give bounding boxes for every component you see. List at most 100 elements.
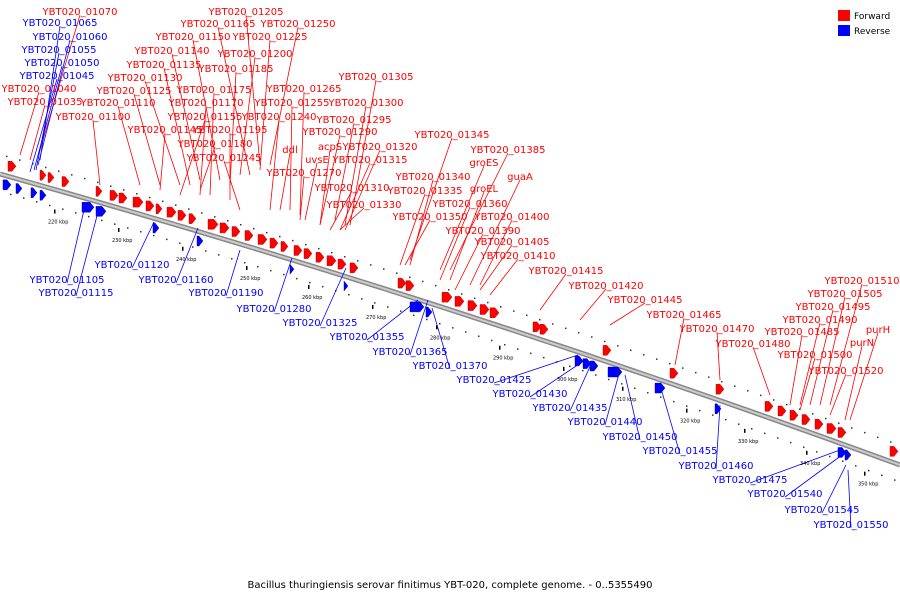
tick-mark (372, 304, 374, 309)
forward-gene-label: YBT020_01410 (480, 251, 556, 262)
tick-dot (634, 387, 636, 390)
tick-label: 300 kbp (557, 377, 577, 383)
reverse-gene (714, 403, 722, 415)
forward-gene (293, 245, 303, 256)
tick-dot (331, 251, 333, 254)
reverse-gene-label: YBT020_01055 (21, 45, 97, 56)
label-connector (299, 91, 305, 216)
forward-gene-label: YBT020_01330 (326, 200, 402, 211)
forward-gene (826, 423, 837, 434)
gene-arrows (2, 161, 899, 461)
reverse-gene-label: YBT020_01115 (38, 288, 114, 299)
forward-gene-label: YBT020_01505 (807, 289, 883, 300)
tick-dot (864, 431, 866, 434)
tick-dot (812, 413, 814, 415)
forward-gene-label: groES (469, 158, 498, 169)
label-connector (819, 296, 846, 406)
forward-gene (47, 172, 55, 183)
forward-gene-label: YBT020_01240 (241, 112, 317, 123)
forward-gene (539, 324, 549, 335)
reverse-gene-label: YBT020_01050 (24, 58, 100, 69)
label-connector (829, 283, 863, 406)
tick-dot (240, 223, 242, 226)
tick-label: 240 kbp (176, 257, 196, 263)
label-connector (334, 122, 355, 221)
tick-dot (855, 465, 857, 467)
tick-dot (309, 281, 311, 284)
reverse-gene-label: YBT020_01045 (19, 71, 95, 82)
forward-gene-label: guaA (507, 172, 533, 183)
tick-dot (461, 293, 463, 295)
forward-gene (118, 192, 128, 204)
label-connector (409, 179, 434, 266)
reverse-gene-label: YBT020_01450 (602, 432, 678, 443)
forward-gene-label: YBT020_01490 (782, 315, 858, 326)
forward-gene-label: acpS (318, 142, 342, 153)
forward-gene-label: groEL (470, 184, 499, 195)
tick-dot (777, 437, 779, 439)
forward-gene (257, 234, 268, 245)
forward-gene (7, 161, 17, 172)
forward-gene (207, 219, 219, 230)
tick-dot (838, 422, 840, 424)
forward-gene (669, 368, 679, 379)
reverse-gene-label: YBT020_01435 (532, 403, 608, 414)
forward-gene (814, 418, 824, 430)
forward-gene (177, 210, 187, 221)
tick-dot (669, 362, 671, 365)
reverse-gene (81, 202, 95, 213)
tick-dot (140, 230, 142, 233)
tick-dot (84, 177, 86, 180)
label-connector (163, 67, 191, 186)
forward-gene-label: YBT020_01185 (198, 64, 274, 75)
label-connector (469, 179, 521, 286)
forward-gene-label: YBT020_01445 (607, 295, 683, 306)
tick-dot (660, 396, 662, 398)
forward-gene (303, 248, 313, 259)
tick-label: 290 kbp (493, 356, 513, 362)
tick-dot (591, 336, 593, 338)
forward-gene-label: YBT020_01420 (568, 281, 644, 292)
reverse-gene-label: YBT020_01545 (784, 505, 860, 516)
forward-gene-label: YBT020_01270 (266, 168, 342, 179)
tick-dot (270, 269, 272, 272)
tick-dot (513, 310, 515, 312)
label-connector (66, 209, 85, 284)
label-connector (19, 91, 40, 156)
label-connector (624, 374, 641, 441)
forward-gene-label: YBT020_01290 (302, 127, 378, 138)
tick-dot (153, 234, 155, 237)
tick-label: 250 kbp (240, 276, 260, 282)
tick-label: 230 kbp (112, 238, 132, 244)
label-connector (439, 165, 485, 271)
reverse-gene (425, 306, 433, 318)
label-connector (716, 331, 721, 381)
forward-gene-label: purH (866, 325, 890, 336)
tick-dot (149, 196, 151, 199)
forward-gene-label: YBT020_01100 (55, 112, 131, 123)
forward-gene-label: YBT020_01305 (338, 72, 414, 83)
tick-dot (292, 239, 294, 242)
legend-reverse-swatch (838, 25, 850, 36)
label-connector (171, 53, 201, 181)
label-connector (131, 221, 155, 269)
label-connector (604, 369, 621, 426)
tick-dot (162, 200, 164, 203)
forward-gene (95, 186, 103, 197)
forward-gene (39, 170, 47, 181)
tick-dot (595, 374, 597, 376)
tick-mark (864, 471, 866, 476)
label-connector (289, 105, 293, 211)
tick-dot (712, 414, 714, 416)
reverse-gene (95, 206, 107, 217)
tick-dot (188, 208, 190, 210)
forward-gene-label: YBT020_01405 (474, 237, 550, 248)
tick-mark (806, 450, 808, 455)
label-connector (239, 56, 256, 176)
legend: Forward Reverse (838, 10, 891, 37)
label-connector (409, 299, 429, 356)
forward-gene-label: YBT020_01340 (395, 172, 471, 183)
label-connector (715, 404, 721, 470)
forward-gene-label: YBT020_01125 (96, 86, 172, 97)
reverse-gene (589, 360, 599, 372)
